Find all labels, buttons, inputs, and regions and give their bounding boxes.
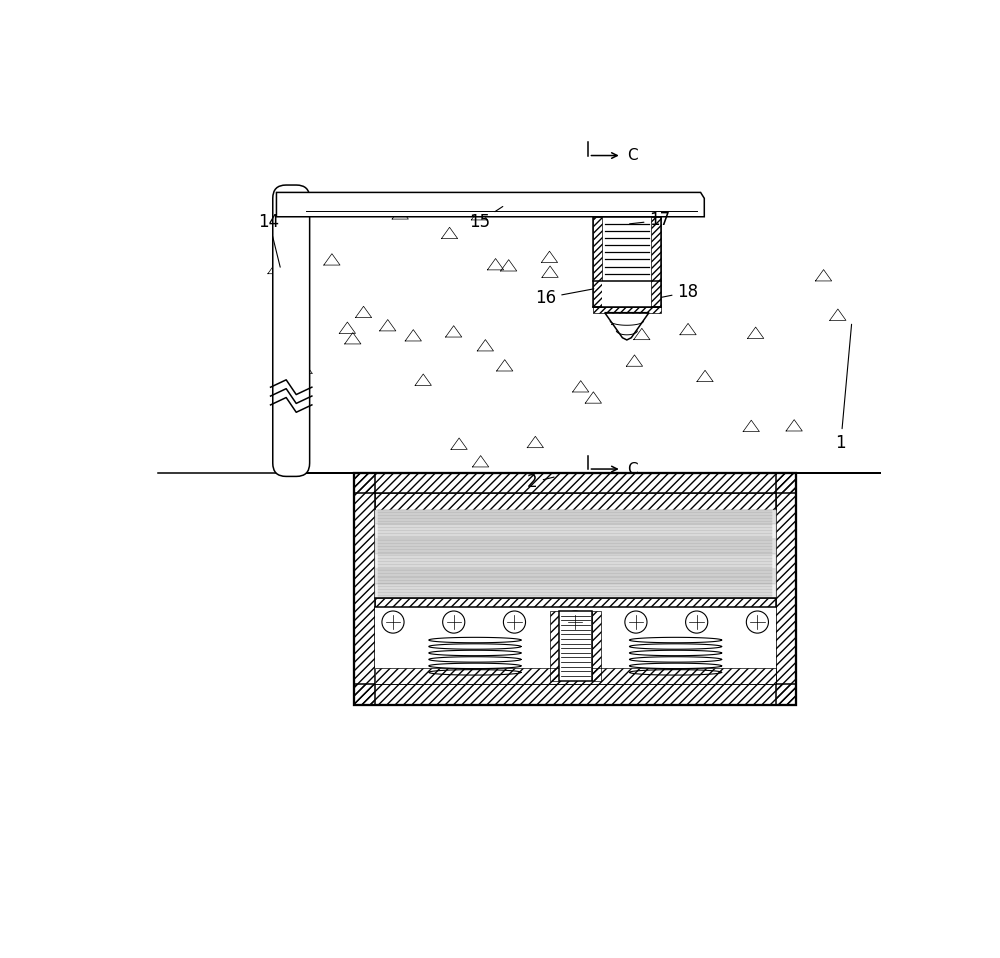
Bar <box>651 217 661 307</box>
Bar <box>354 684 796 705</box>
Bar <box>375 554 776 569</box>
Bar <box>354 472 375 705</box>
FancyBboxPatch shape <box>273 185 310 476</box>
Text: 14: 14 <box>259 213 280 267</box>
Bar <box>375 599 776 607</box>
Bar <box>602 281 651 307</box>
Text: 16: 16 <box>535 288 594 307</box>
Text: 2: 2 <box>527 473 554 491</box>
Bar <box>375 524 776 539</box>
Circle shape <box>625 611 647 633</box>
Polygon shape <box>276 193 704 217</box>
Polygon shape <box>605 312 649 340</box>
Circle shape <box>503 611 526 633</box>
Bar <box>354 472 796 705</box>
Circle shape <box>564 611 586 633</box>
Bar <box>593 217 602 307</box>
Bar <box>375 607 776 684</box>
Circle shape <box>686 611 708 633</box>
Bar <box>776 472 796 705</box>
Text: C: C <box>627 148 637 163</box>
Text: 17: 17 <box>630 212 671 230</box>
Circle shape <box>443 611 465 633</box>
Bar <box>375 669 776 684</box>
Bar <box>375 510 776 524</box>
Text: 19: 19 <box>0 957 1 958</box>
Bar <box>375 539 776 554</box>
Bar <box>375 493 776 510</box>
Bar <box>550 611 559 681</box>
Bar <box>354 472 796 493</box>
Bar <box>592 611 601 681</box>
Bar <box>375 493 776 684</box>
Bar <box>559 611 592 681</box>
Circle shape <box>746 611 768 633</box>
Text: 15: 15 <box>469 207 503 231</box>
Text: C: C <box>627 462 637 476</box>
Bar <box>375 583 776 599</box>
Text: 18: 18 <box>661 283 699 301</box>
Bar <box>593 217 661 307</box>
Bar <box>375 569 776 583</box>
Text: 1: 1 <box>835 324 852 452</box>
Circle shape <box>382 611 404 633</box>
Bar <box>593 307 661 312</box>
